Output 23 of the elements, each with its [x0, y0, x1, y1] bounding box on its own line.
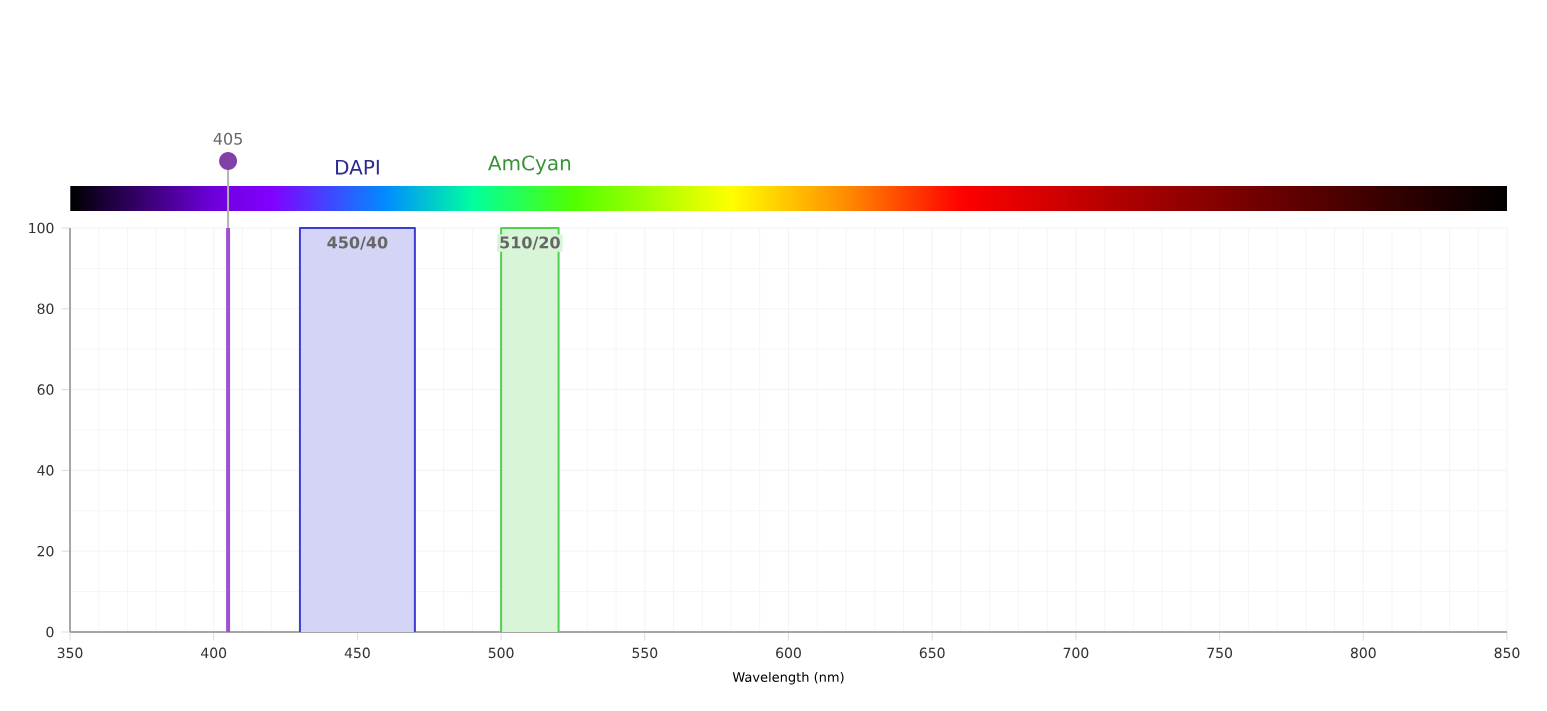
- x-tick-label: 550: [632, 647, 658, 659]
- x-tick-label: 700: [1063, 647, 1089, 659]
- y-tick-label: 80: [37, 303, 54, 315]
- x-tick-label: 350: [57, 647, 83, 659]
- x-tick-label: 450: [344, 647, 370, 659]
- x-tick-label: 850: [1494, 647, 1520, 659]
- series-label: 510/20: [500, 236, 560, 250]
- x-tick-label: 400: [201, 647, 227, 659]
- x-tick-label: 800: [1350, 647, 1376, 659]
- ref-line-label: 405: [213, 132, 242, 145]
- y-tick-label: 20: [37, 545, 54, 557]
- y-tick-label: 100: [29, 222, 54, 234]
- x-axis-title: Wavelength (nm): [732, 671, 844, 685]
- x-tick-label: 600: [776, 647, 801, 659]
- x-tick-label: 500: [488, 647, 514, 659]
- y-tick-label: 60: [37, 384, 54, 395]
- y-tick-label: 40: [37, 465, 54, 476]
- series-label: 450/40: [327, 236, 388, 250]
- y-tick-label: 0: [46, 626, 54, 638]
- x-tick-label: 750: [1207, 647, 1233, 659]
- text: DAPI: [336, 159, 379, 175]
- x-tick-label: 650: [919, 647, 945, 659]
- text: AmCyan: [488, 155, 571, 175]
